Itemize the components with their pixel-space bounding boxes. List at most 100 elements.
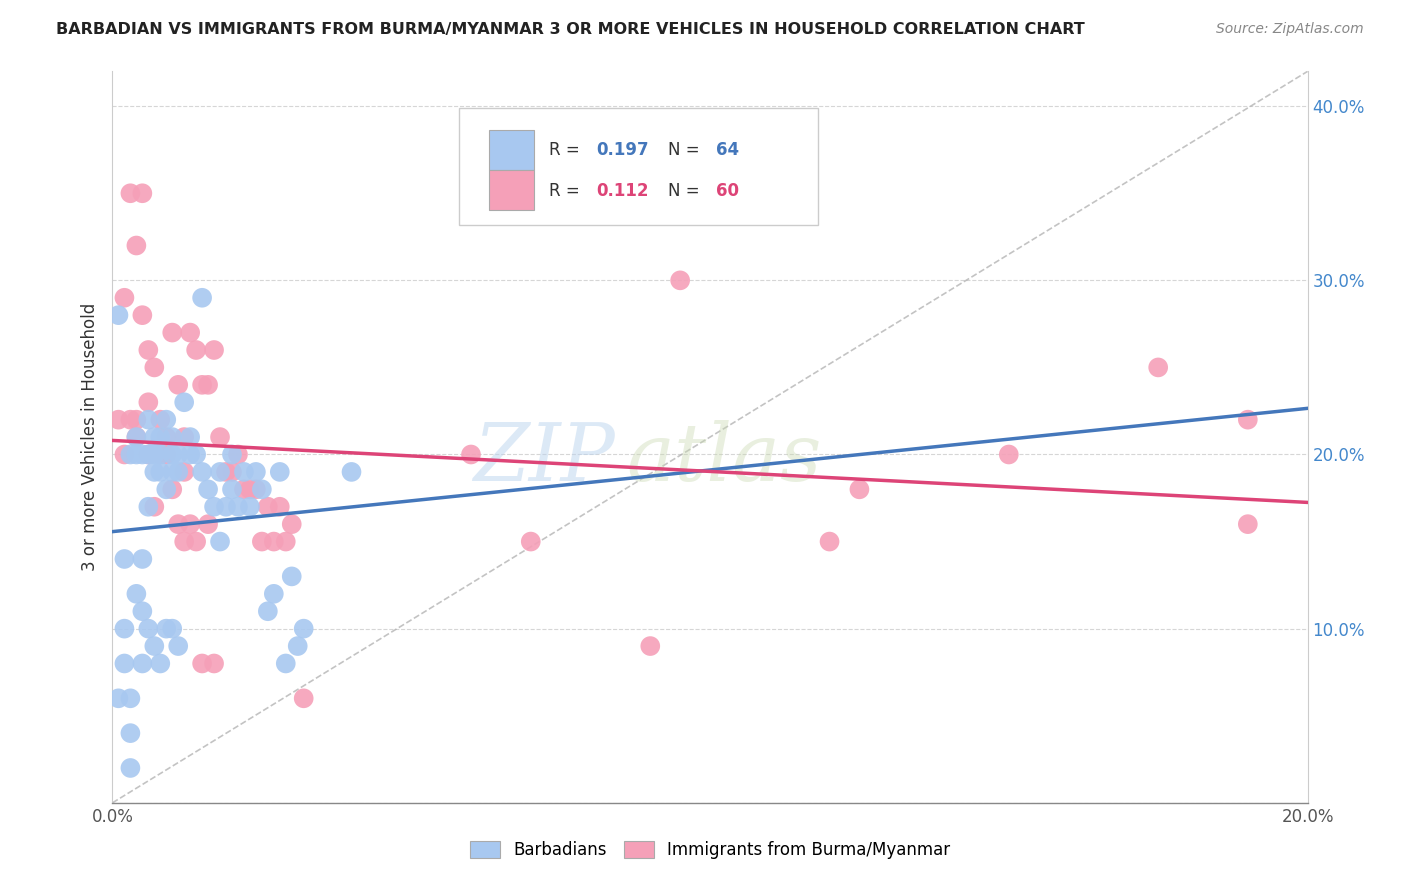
Point [167,639,190,653]
Point [138,395,160,409]
Point [138,622,160,636]
Text: R =: R = [548,141,585,160]
Point [173,534,195,549]
Point [191,291,214,305]
Point [226,448,249,462]
Point [197,517,219,532]
Legend: Barbadians, Immigrants from Burma/Myanmar: Barbadians, Immigrants from Burma/Myanma… [461,833,959,868]
Text: atlas: atlas [627,420,821,498]
Point [143,500,166,514]
Point [138,412,160,426]
Point [155,430,177,444]
Point [233,483,256,497]
Point [143,430,166,444]
Point [269,465,291,479]
Point [131,308,153,322]
Point [114,448,135,462]
Point [209,430,232,444]
Point [292,691,315,706]
Point [173,395,195,409]
Point [167,448,190,462]
Point [162,622,183,636]
Point [221,448,243,462]
Text: 0.112: 0.112 [596,182,650,200]
Point [226,500,249,514]
Point [173,430,195,444]
Point [186,448,208,462]
Point [162,465,183,479]
Point [250,534,273,549]
Point [138,448,160,462]
Point [155,412,177,426]
Point [221,465,243,479]
Point [245,465,267,479]
Point [120,412,142,426]
Point [221,483,243,497]
Point [1147,360,1170,375]
Point [340,465,363,479]
Point [197,377,219,392]
Point [131,186,153,201]
Point [263,587,285,601]
Point [143,448,166,462]
Point [640,639,662,653]
Point [107,308,129,322]
Point [114,657,135,671]
Point [179,326,201,340]
Y-axis label: 3 or more Vehicles in Household: 3 or more Vehicles in Household [80,303,98,571]
Point [281,569,304,583]
Point [179,517,201,532]
Point [120,186,142,201]
Point [239,483,262,497]
Point [998,448,1021,462]
Point [292,622,315,636]
Point [848,483,870,497]
Point [173,465,195,479]
Point [209,534,232,549]
Point [131,604,153,618]
Point [257,604,280,618]
Point [179,448,201,462]
Point [179,430,201,444]
Point [138,448,160,462]
Point [114,552,135,566]
Point [263,534,285,549]
Point [239,500,262,514]
Point [202,343,225,357]
Point [281,517,304,532]
Point [191,657,214,671]
Point [202,500,225,514]
Point [149,430,172,444]
Point [167,517,190,532]
Point [155,622,177,636]
Point [120,691,142,706]
Point [114,622,135,636]
Point [131,657,153,671]
Point [155,483,177,497]
Text: 0.197: 0.197 [596,141,650,160]
Point [167,377,190,392]
Point [162,448,183,462]
Point [131,448,153,462]
Point [215,500,238,514]
Point [155,448,177,462]
Point [125,448,148,462]
Point [138,500,160,514]
Point [143,465,166,479]
FancyBboxPatch shape [489,170,534,211]
Point [114,291,135,305]
Point [149,448,172,462]
Point [1237,412,1260,426]
Point [107,412,129,426]
Point [120,761,142,775]
Point [138,343,160,357]
Point [287,639,309,653]
Text: N =: N = [668,141,704,160]
Point [818,534,841,549]
Text: N =: N = [668,182,704,200]
FancyBboxPatch shape [489,130,534,170]
Point [257,500,280,514]
Point [149,657,172,671]
Text: ZIP: ZIP [472,420,614,498]
Point [197,483,219,497]
